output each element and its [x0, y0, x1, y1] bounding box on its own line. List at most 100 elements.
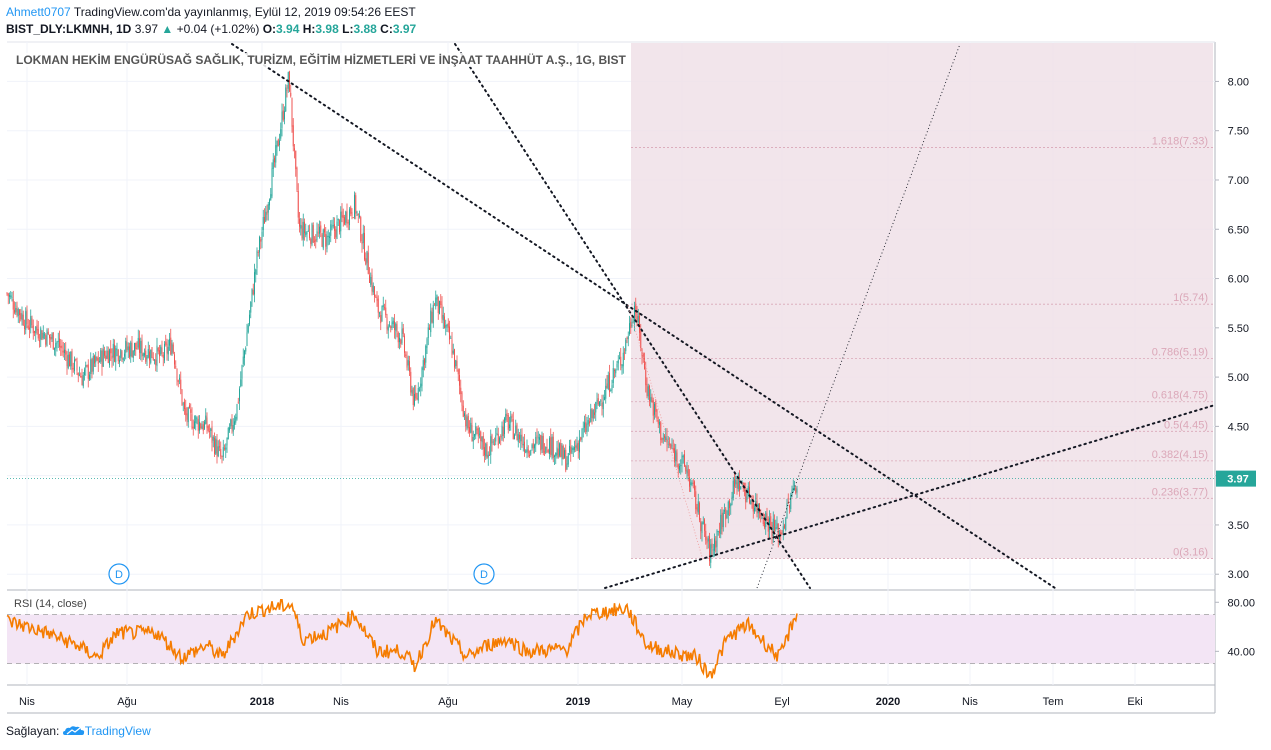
- candle-body: [415, 392, 417, 399]
- candle-body: [84, 369, 85, 376]
- candle-body: [169, 339, 170, 346]
- candle-body: [262, 217, 264, 231]
- candle-body: [614, 369, 615, 372]
- candle-body: [104, 351, 105, 356]
- candle-body: [321, 234, 323, 247]
- time-tick-label: Ağu: [117, 696, 137, 708]
- candle-body: [554, 455, 555, 457]
- candle-body: [784, 525, 785, 528]
- candle-body: [529, 454, 530, 456]
- candle-body: [294, 148, 295, 151]
- candle-body: [726, 515, 728, 518]
- candle-body: [151, 347, 153, 358]
- candle-body: [81, 376, 83, 386]
- candle-body: [377, 298, 379, 313]
- candle-body: [776, 522, 778, 529]
- candle-body: [31, 318, 33, 325]
- candle-body: [211, 426, 213, 443]
- candle-body: [592, 410, 594, 419]
- candle-body: [471, 424, 473, 442]
- author-link[interactable]: Ahmett0707: [6, 5, 71, 19]
- candle-body: [194, 421, 195, 429]
- candle-body: [426, 338, 428, 348]
- trendline-descending-main: [231, 43, 1056, 589]
- candle-body: [316, 231, 318, 241]
- tradingview-logo[interactable]: TradingView: [62, 724, 151, 738]
- candle-body: [482, 435, 484, 450]
- candle-body: [271, 168, 273, 197]
- candle-body: [435, 297, 437, 307]
- candle-body: [364, 232, 365, 260]
- candle-body: [257, 252, 259, 253]
- candle-body: [197, 419, 199, 431]
- candle-body: [440, 301, 442, 305]
- candle-body: [25, 311, 27, 330]
- candle-body: [534, 444, 535, 449]
- candle-body: [99, 360, 100, 362]
- candle-body: [716, 530, 718, 547]
- candle-body: [141, 339, 143, 357]
- price-tick-label: 7.50: [1228, 126, 1249, 138]
- candle-body: [572, 447, 574, 450]
- candle-body: [594, 412, 595, 415]
- candle-body: [715, 540, 717, 548]
- candle-body: [550, 437, 552, 455]
- candle-body: [480, 431, 482, 442]
- symbol-name: BIST_DLY:LKMNH, 1D: [6, 22, 132, 36]
- candle-body: [260, 239, 262, 242]
- candle-body: [16, 305, 18, 316]
- candle-body: [259, 236, 260, 253]
- candle-body: [654, 404, 655, 415]
- candle-body: [177, 380, 179, 382]
- candle-body: [695, 491, 697, 510]
- candle-body: [725, 508, 727, 520]
- candle-body: [244, 350, 245, 358]
- candle-body: [501, 425, 503, 440]
- candle-body: [789, 505, 790, 508]
- candle-body: [21, 313, 23, 320]
- candle-body: [569, 445, 570, 453]
- candle-body: [402, 328, 404, 334]
- candle-body: [477, 428, 479, 437]
- price-tick-label: 7.00: [1228, 175, 1249, 187]
- candle-body: [190, 409, 192, 413]
- candle-body: [551, 436, 553, 456]
- dividend-marker-label[interactable]: D: [115, 569, 123, 581]
- time-tick-label: 2019: [566, 696, 590, 708]
- time-tick-label: Nis: [962, 696, 978, 708]
- candle-body: [516, 424, 518, 441]
- candle-body: [144, 353, 145, 356]
- candle-body: [317, 232, 319, 234]
- candle-body: [139, 338, 140, 353]
- time-tick-label: Eyl: [774, 696, 789, 708]
- candle-body: [622, 352, 624, 367]
- candle-body: [320, 225, 322, 233]
- candle-body: [537, 437, 539, 439]
- candle-body: [775, 527, 777, 529]
- candle-body: [157, 348, 159, 352]
- candle-body: [601, 402, 603, 407]
- candle-body: [215, 438, 217, 454]
- candle-body: [430, 310, 432, 333]
- candle-body: [351, 211, 353, 216]
- candle-body: [179, 377, 180, 380]
- candle-body: [189, 405, 190, 409]
- candle-body: [232, 424, 234, 432]
- dividend-marker[interactable]: [473, 563, 495, 585]
- candle-body: [615, 369, 617, 374]
- candle-body: [689, 477, 690, 487]
- candle-body: [61, 345, 63, 349]
- candle-body: [609, 373, 610, 393]
- dividend-marker[interactable]: [108, 563, 130, 585]
- candle-body: [111, 355, 113, 359]
- candle-body: [274, 157, 275, 163]
- dividend-marker-label[interactable]: D: [480, 569, 488, 581]
- candle-body: [6, 293, 8, 294]
- candle-body: [306, 232, 308, 235]
- candle-body: [526, 447, 528, 452]
- candle-body: [736, 482, 738, 488]
- candle-body: [669, 443, 670, 445]
- candle-body: [164, 343, 165, 361]
